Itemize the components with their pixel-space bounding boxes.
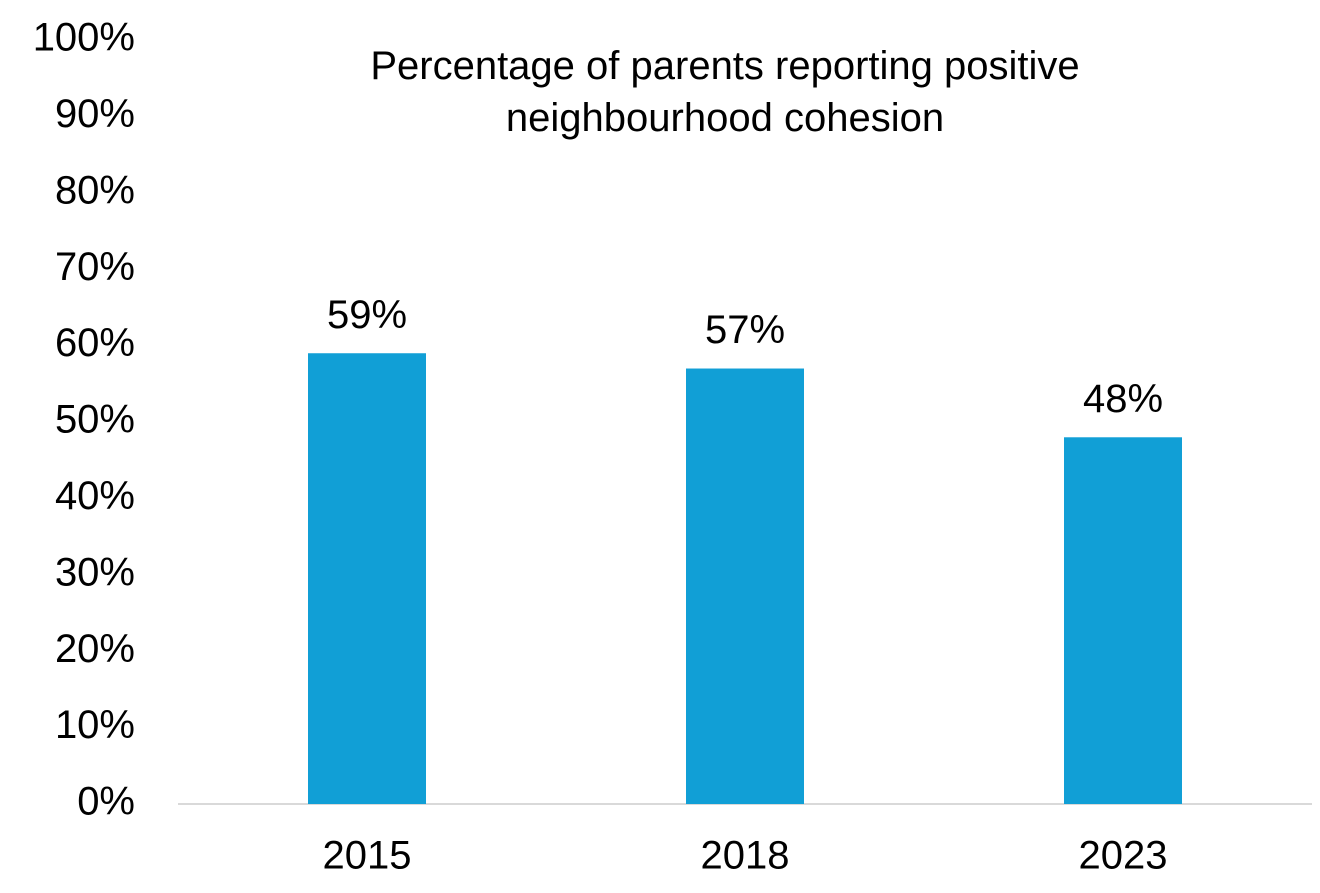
y-tick-label: 70%: [55, 245, 135, 289]
data-label: 48%: [1083, 377, 1163, 421]
x-tick-label: 2023: [1079, 834, 1168, 878]
x-tick-label: 2015: [323, 834, 412, 878]
x-tick-label: 2018: [701, 834, 790, 878]
y-tick-label: 40%: [55, 474, 135, 518]
bar: [686, 368, 804, 804]
chart-title: Percentage of parents reporting positive…: [370, 44, 1080, 140]
y-tick-label: 90%: [55, 92, 135, 136]
y-tick-label: 60%: [55, 321, 135, 365]
y-tick-label: 30%: [55, 550, 135, 594]
bar: [308, 353, 426, 804]
data-label: 59%: [327, 293, 407, 337]
y-tick-label: 0%: [77, 780, 135, 824]
y-tick-label: 10%: [55, 703, 135, 747]
y-tick-label: 80%: [55, 168, 135, 212]
y-tick-label: 20%: [55, 627, 135, 671]
y-tick-label: 100%: [33, 16, 135, 60]
data-label: 57%: [705, 308, 785, 352]
y-tick-label: 50%: [55, 398, 135, 442]
bar: [1064, 437, 1182, 804]
